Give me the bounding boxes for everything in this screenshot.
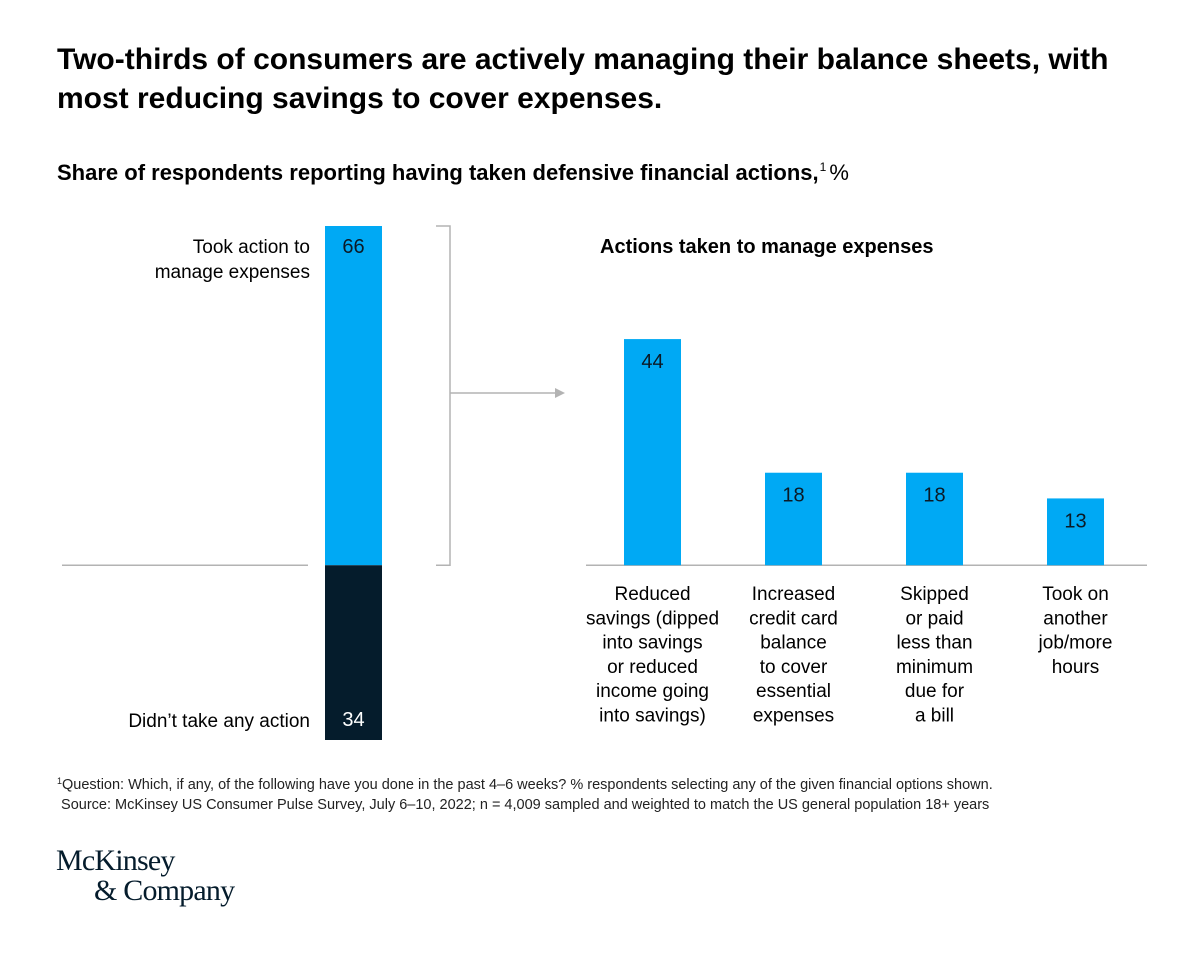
breakdown-category-label: another bbox=[1043, 608, 1108, 629]
breakdown-value-label: 13 bbox=[1064, 510, 1086, 532]
breakdown-bar bbox=[624, 339, 681, 566]
breakdown-category-label: expenses bbox=[753, 706, 834, 727]
stacked-bar-no-action bbox=[325, 565, 382, 740]
stacked-label-no-action: Didn’t take any action bbox=[128, 711, 310, 732]
breakdown-category-label: credit card bbox=[749, 608, 838, 629]
stacked-value-no-action: 34 bbox=[342, 709, 364, 731]
mckinsey-logo: McKinsey & Company bbox=[56, 844, 235, 907]
breakdown-category-label: or reduced bbox=[607, 657, 698, 678]
breakdown-category-label: or paid bbox=[905, 608, 963, 629]
breakdown-category-label: less than bbox=[896, 633, 972, 654]
chart-canvas: 66 Took action to manage expenses 34 Didn’t … bbox=[62, 225, 1147, 740]
footnote-source-text: Source: McKinsey US Consumer Pulse Surve… bbox=[61, 797, 990, 813]
stacked-bar-took-action bbox=[325, 226, 382, 566]
breakdown-bar bbox=[765, 472, 822, 566]
breakdown-category-label: to cover bbox=[760, 657, 828, 678]
breakdown-title: Actions taken to manage expenses bbox=[600, 236, 933, 258]
breakdown-category-label: into savings) bbox=[599, 706, 706, 727]
stacked-label-took-action: manage expenses bbox=[155, 262, 310, 283]
arrow-head-icon bbox=[555, 388, 565, 398]
breakdown-category-label: income going bbox=[596, 681, 709, 702]
breakdown-category-label: a bill bbox=[915, 706, 954, 727]
breakdown-category-label: essential bbox=[756, 681, 831, 702]
breakdown-value-label: 18 bbox=[782, 485, 804, 507]
bracket-connector bbox=[436, 225, 451, 566]
breakdown-category-label: into savings bbox=[602, 633, 702, 654]
stacked-value-took-action: 66 bbox=[342, 236, 364, 258]
footnotes: 1Question: Which, if any, of the followi… bbox=[57, 771, 1167, 815]
breakdown-bar bbox=[906, 472, 963, 566]
breakdown-value-label: 44 bbox=[641, 351, 663, 373]
breakdown-category-label: due for bbox=[905, 681, 965, 702]
breakdown-category-label: Increased bbox=[752, 584, 835, 605]
breakdown-category-label: minimum bbox=[896, 657, 973, 678]
logo-line-2: & Company bbox=[94, 874, 235, 907]
breakdown-category-label: balance bbox=[760, 633, 827, 654]
breakdown-category-label: Skipped bbox=[900, 584, 969, 605]
logo-line-1: McKinsey bbox=[56, 844, 175, 877]
breakdown-category-label: Reduced bbox=[614, 584, 690, 605]
footnote-source: Source: McKinsey US Consumer Pulse Surve… bbox=[57, 795, 1167, 815]
breakdown-value-label: 18 bbox=[923, 485, 945, 507]
footnote-question: 1Question: Which, if any, of the followi… bbox=[57, 771, 1167, 795]
breakdown-category-label: savings (dipped bbox=[586, 608, 719, 629]
subtitle-footnote-marker: 1 bbox=[819, 160, 827, 174]
breakdown-category-label: hours bbox=[1052, 657, 1100, 678]
breakdown-category-label: job/more bbox=[1038, 633, 1113, 654]
breakdown-bar bbox=[1047, 498, 1104, 566]
chart-subtitle: Share of respondents reporting having ta… bbox=[57, 152, 1157, 188]
stacked-label-took-action: Took action to bbox=[193, 237, 310, 258]
footnote-marker: 1 bbox=[57, 776, 63, 786]
subtitle-unit: % bbox=[829, 160, 849, 185]
subtitle-text: Share of respondents reporting having ta… bbox=[57, 160, 819, 185]
chart-headline: Two-thirds of consumers are actively man… bbox=[57, 43, 1109, 115]
footnote-question-text: Question: Which, if any, of the followin… bbox=[62, 777, 993, 793]
breakdown-category-label: Took on bbox=[1042, 584, 1109, 605]
